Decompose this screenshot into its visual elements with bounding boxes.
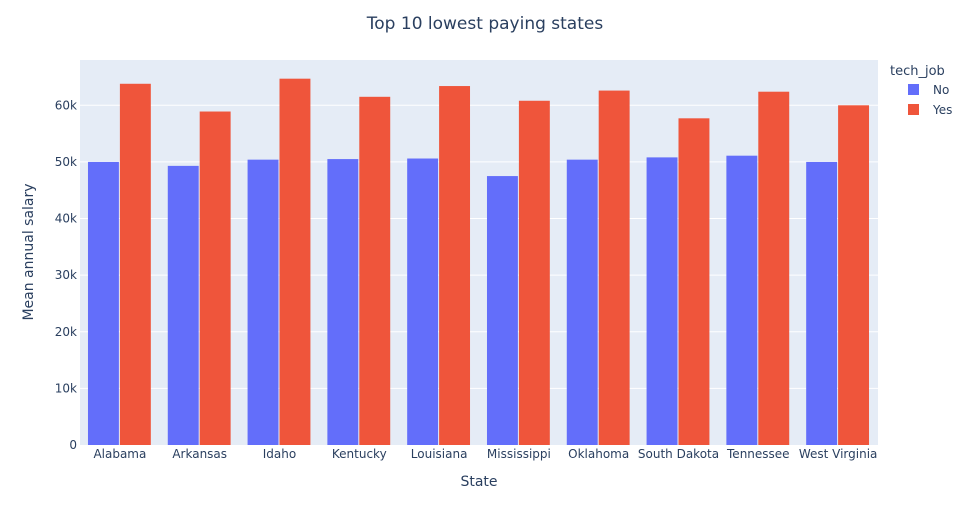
bar-yes-arkansas[interactable]	[199, 111, 231, 445]
legend: tech_job No Yes	[890, 64, 952, 117]
y-tick-label: 20k	[55, 325, 77, 339]
x-tick-label: Arkansas	[172, 447, 227, 461]
x-tick-label: Idaho	[263, 447, 296, 461]
legend-label-no: No	[933, 83, 949, 97]
bar-yes-south-dakota[interactable]	[678, 118, 710, 446]
x-tick-label: Oklahoma	[568, 447, 629, 461]
y-tick-label: 60k	[55, 98, 77, 112]
bar-no-alabama[interactable]	[87, 161, 119, 446]
y-tick-label: 30k	[55, 268, 77, 282]
legend-title: tech_job	[890, 64, 945, 79]
bar-yes-tennessee[interactable]	[758, 91, 790, 446]
bar-no-west-virginia[interactable]	[806, 161, 838, 446]
bar-no-mississippi[interactable]	[486, 176, 518, 446]
bar-yes-kentucky[interactable]	[359, 96, 391, 446]
bar-no-louisiana[interactable]	[407, 158, 439, 445]
bar-yes-idaho[interactable]	[279, 78, 311, 445]
y-tick-label: 40k	[55, 212, 77, 226]
bar-no-south-dakota[interactable]	[646, 157, 678, 445]
bar-no-idaho[interactable]	[247, 159, 279, 445]
bar-yes-oklahoma[interactable]	[598, 90, 630, 445]
y-tick-label: 50k	[55, 155, 77, 169]
y-axis-title: Mean annual salary	[21, 183, 37, 320]
x-tick-label: Kentucky	[332, 447, 387, 461]
y-tick-label: 0	[69, 438, 77, 452]
x-tick-label: Mississippi	[487, 447, 551, 461]
bar-no-kentucky[interactable]	[327, 159, 359, 446]
bars	[87, 78, 870, 446]
legend-item-yes[interactable]: Yes	[908, 103, 952, 117]
bar-no-tennessee[interactable]	[726, 155, 758, 445]
legend-item-no[interactable]: No	[908, 83, 949, 97]
legend-label-yes: Yes	[932, 103, 952, 117]
bar-yes-alabama[interactable]	[119, 83, 151, 445]
legend-swatch-no	[908, 84, 919, 95]
x-tick-label: Alabama	[93, 447, 146, 461]
bar-no-arkansas[interactable]	[167, 165, 199, 445]
x-tick-label: Tennessee	[726, 447, 790, 461]
y-tick-label: 10k	[55, 381, 77, 395]
legend-swatch-yes	[908, 104, 919, 115]
x-tick-label: South Dakota	[638, 447, 719, 461]
x-axis-title: State	[460, 474, 497, 490]
bar-yes-mississippi[interactable]	[518, 100, 550, 445]
bar-yes-louisiana[interactable]	[439, 86, 471, 445]
x-axis-ticks: Alabama Arkansas Idaho Kentucky Louisiana Mis…	[93, 447, 877, 461]
x-tick-label: West Virginia	[799, 447, 878, 461]
x-tick-label: Louisiana	[411, 447, 468, 461]
chart-title: Top 10 lowest paying states	[366, 14, 604, 34]
bar-no-oklahoma[interactable]	[566, 159, 598, 445]
y-axis-ticks: 0 10k 20k 30k 40k 50k 60k	[55, 98, 77, 452]
bar-yes-west-virginia[interactable]	[838, 105, 870, 445]
